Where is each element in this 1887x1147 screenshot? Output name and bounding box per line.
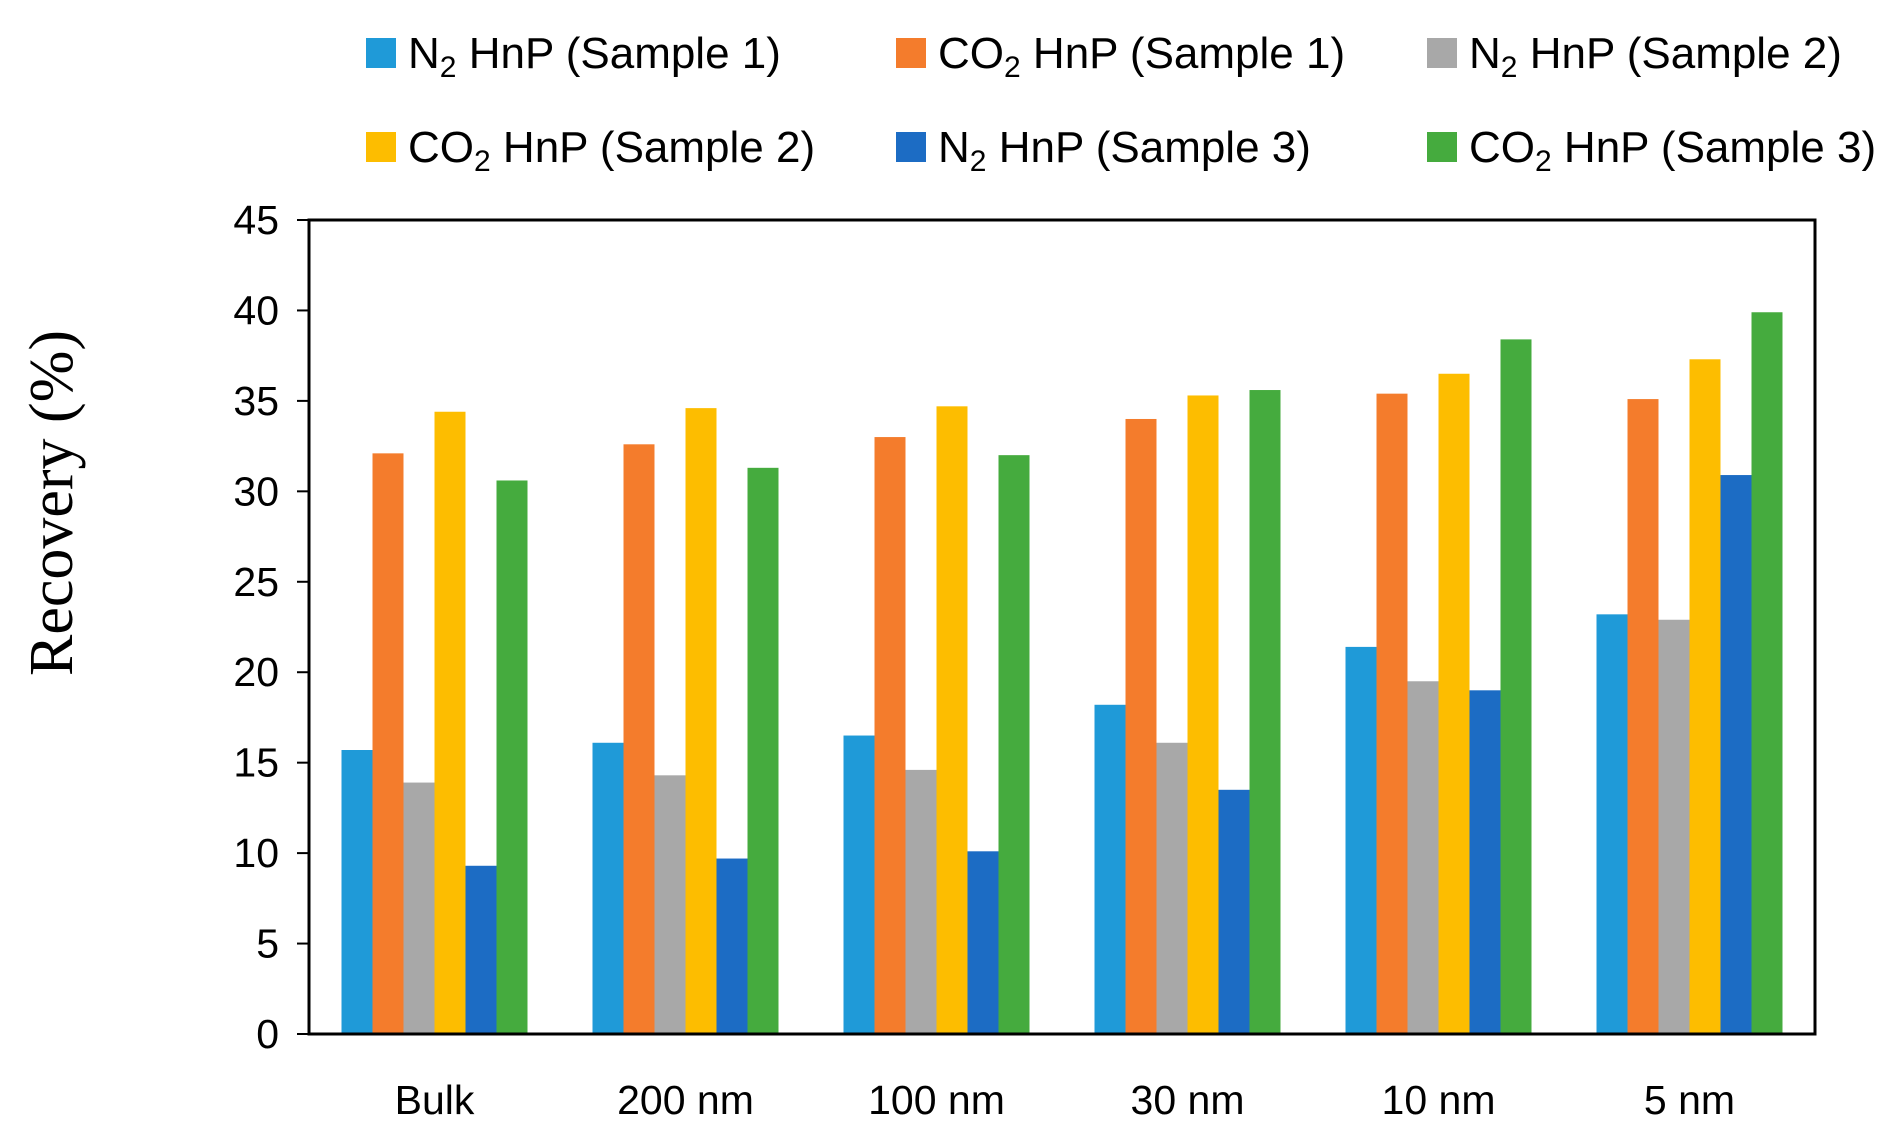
y-tick-label: 20 xyxy=(233,649,279,695)
bar-200-nm-series-1 xyxy=(592,742,624,1034)
bar-10-nm-series-2 xyxy=(1376,393,1408,1034)
bar-100-nm-series-4 xyxy=(936,406,968,1034)
x-tick-label: 10 nm xyxy=(1382,1077,1496,1123)
legend-swatch xyxy=(1427,132,1457,162)
y-axis-label: Recovery (%) xyxy=(18,330,86,676)
legend-label: N2 HnP (Sample 1) xyxy=(408,29,781,84)
x-tick-label: 200 nm xyxy=(617,1077,754,1123)
legend-label-subscript: 2 xyxy=(1004,51,1021,84)
x-tick-label: 5 nm xyxy=(1644,1077,1735,1123)
bar-10-nm-series-4 xyxy=(1438,373,1470,1034)
bar-bulk-series-2 xyxy=(372,453,404,1034)
legend-label: N2 HnP (Sample 3) xyxy=(938,123,1311,178)
bar-5-nm-series-6 xyxy=(1751,312,1783,1035)
legend-label: CO2 HnP (Sample 2) xyxy=(408,123,815,178)
legend-swatch xyxy=(1427,38,1457,68)
bar-100-nm-series-5 xyxy=(967,851,999,1034)
bar-200-nm-series-5 xyxy=(716,858,748,1034)
y-tick-label: 25 xyxy=(233,559,279,605)
legend-label-rest: HnP (Sample 1) xyxy=(1021,29,1345,78)
legend-label-rest: HnP (Sample 2) xyxy=(1517,29,1841,78)
bar-30-nm-series-6 xyxy=(1249,390,1281,1035)
legend-label-gas: N xyxy=(408,29,440,78)
bar-bulk-series-4 xyxy=(434,411,466,1035)
bar-200-nm-series-2 xyxy=(623,444,655,1034)
x-tick-label: 30 nm xyxy=(1131,1077,1245,1123)
bar-5-nm-series-2 xyxy=(1627,399,1659,1035)
bar-bulk-series-1 xyxy=(341,750,373,1034)
y-axis-ticks: 0 5 10 15 20 25 30 35 40 45 xyxy=(233,197,309,1057)
bar-200-nm-series-6 xyxy=(747,467,779,1035)
bar-bulk-series-5 xyxy=(465,865,497,1034)
legend-label-rest: HnP (Sample 1) xyxy=(456,29,780,78)
bar-bulk-series-6 xyxy=(496,480,528,1035)
bar-10-nm-series-5 xyxy=(1469,690,1501,1034)
x-axis-ticks: Bulk 200 nm 100 nm 30 nm 10 nm 5 nm xyxy=(395,1077,1735,1123)
y-tick-label: 10 xyxy=(233,830,279,876)
bar-100-nm-series-2 xyxy=(874,437,906,1035)
bar-10-nm-series-6 xyxy=(1500,339,1532,1034)
legend-label: CO2 HnP (Sample 1) xyxy=(938,29,1345,84)
legend-label-subscript: 2 xyxy=(474,145,491,178)
legend-item: CO2 HnP (Sample 1) xyxy=(896,29,1345,84)
bar-30-nm-series-2 xyxy=(1125,418,1157,1034)
bars xyxy=(341,312,1783,1035)
bar-100-nm-series-1 xyxy=(843,735,875,1034)
legend-label-subscript: 2 xyxy=(440,51,457,84)
legend-label-gas: N xyxy=(938,123,970,172)
bar-30-nm-series-5 xyxy=(1218,789,1250,1034)
y-tick-label: 30 xyxy=(233,468,279,514)
bar-5-nm-series-3 xyxy=(1658,619,1690,1034)
legend-swatch xyxy=(896,132,926,162)
legend-item: N2 HnP (Sample 2) xyxy=(1427,29,1842,84)
legend-item: CO2 HnP (Sample 3) xyxy=(1427,123,1876,178)
bar-200-nm-series-4 xyxy=(685,408,717,1034)
legend-label-gas: CO xyxy=(1469,123,1535,172)
legend-label-subscript: 2 xyxy=(1501,51,1518,84)
bar-100-nm-series-3 xyxy=(905,769,937,1034)
bar-30-nm-series-4 xyxy=(1187,395,1219,1034)
bar-100-nm-series-6 xyxy=(998,455,1030,1035)
legend-label-gas: CO xyxy=(938,29,1004,78)
bar-10-nm-series-1 xyxy=(1345,646,1377,1034)
y-tick-label: 0 xyxy=(256,1011,279,1057)
bar-200-nm-series-3 xyxy=(654,775,686,1034)
x-tick-label: 100 nm xyxy=(868,1077,1005,1123)
legend-label-rest: HnP (Sample 3) xyxy=(986,123,1310,172)
legend-swatch xyxy=(366,132,396,162)
legend-label-rest: HnP (Sample 2) xyxy=(491,123,815,172)
bar-10-nm-series-3 xyxy=(1407,681,1439,1034)
bar-30-nm-series-1 xyxy=(1094,704,1126,1034)
x-tick-label: Bulk xyxy=(395,1077,475,1123)
legend-swatch xyxy=(366,38,396,68)
legend-label-subscript: 2 xyxy=(970,145,987,178)
legend-label-rest: HnP (Sample 3) xyxy=(1552,123,1876,172)
bar-5-nm-series-4 xyxy=(1689,359,1721,1035)
bar-30-nm-series-3 xyxy=(1156,742,1188,1034)
legend-label: N2 HnP (Sample 2) xyxy=(1469,29,1842,84)
y-tick-label: 40 xyxy=(233,287,279,333)
legend-label-gas: N xyxy=(1469,29,1501,78)
legend-item: CO2 HnP (Sample 2) xyxy=(366,123,815,178)
plot-area-frame xyxy=(307,218,1817,1036)
bar-5-nm-series-5 xyxy=(1720,475,1752,1034)
y-tick-label: 5 xyxy=(256,921,279,967)
legend: N2 HnP (Sample 1) CO2 HnP (Sample 1) N2 Hn… xyxy=(366,29,1876,178)
legend-item: N2 HnP (Sample 3) xyxy=(896,123,1311,178)
legend-item: N2 HnP (Sample 1) xyxy=(366,29,781,84)
legend-label: CO2 HnP (Sample 3) xyxy=(1469,123,1876,178)
y-tick-label: 15 xyxy=(233,740,279,786)
bar-bulk-series-3 xyxy=(403,782,435,1034)
bar-5-nm-series-1 xyxy=(1596,614,1628,1034)
legend-swatch xyxy=(896,38,926,68)
y-tick-label: 35 xyxy=(233,378,279,424)
legend-label-subscript: 2 xyxy=(1535,145,1552,178)
y-tick-label: 45 xyxy=(233,197,279,243)
legend-label-gas: CO xyxy=(408,123,474,172)
